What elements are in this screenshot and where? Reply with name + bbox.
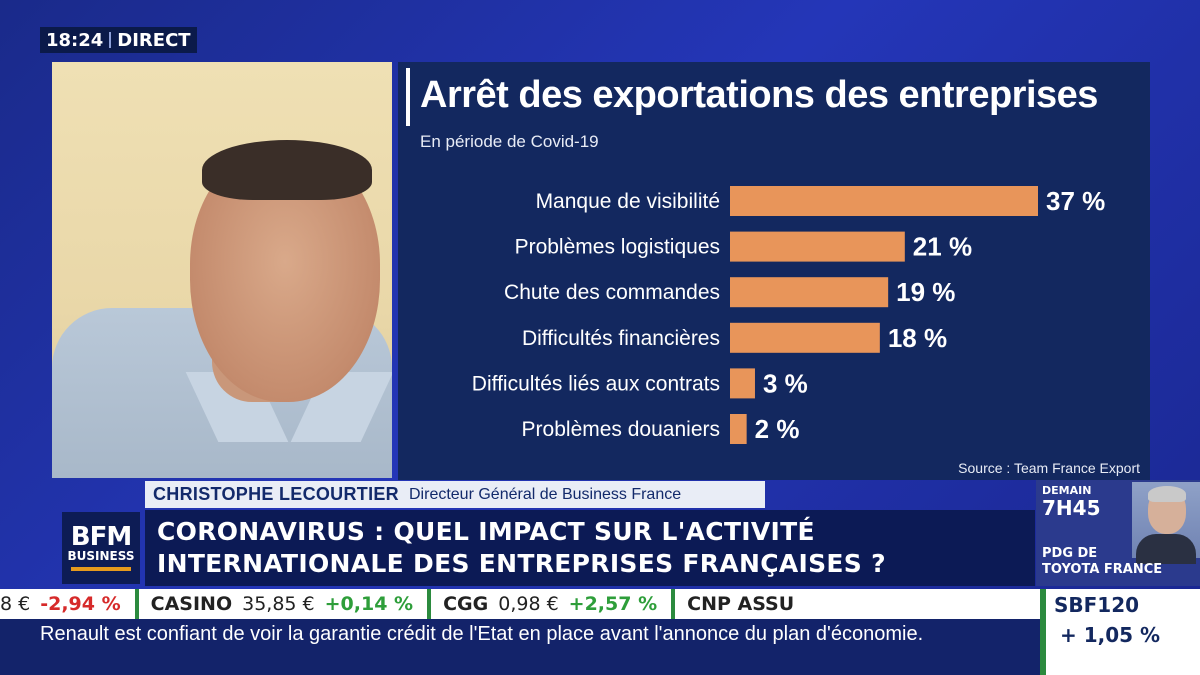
title-accent-bar <box>406 68 410 126</box>
bar <box>730 368 755 399</box>
up-next-line-1: PDG DE <box>1042 546 1098 561</box>
headline-banner: CORONAVIRUS : QUEL IMPACT SUR L'ACTIVITÉ… <box>145 510 1035 586</box>
news-crawl-text: Renault est confiant de voir la garantie… <box>40 623 924 645</box>
guest-video-feed <box>52 62 392 478</box>
live-label: DIRECT <box>117 29 191 51</box>
index-box: SBF120 + 1,05 % <box>1040 589 1200 675</box>
clock-time: 18:24 <box>46 29 104 51</box>
ticker-change: -2,94 % <box>40 593 121 615</box>
chart-panel: Arrêt des exportations des entreprises E… <box>398 62 1150 480</box>
guest-role: Directeur Général de Business France <box>409 485 682 503</box>
ticker-item: CGG 0,98 € +2,57 % <box>427 589 671 619</box>
logo-accent-line <box>71 567 131 571</box>
category-label: Problèmes logistiques <box>515 236 720 259</box>
value-label: 37 % <box>1046 186 1105 216</box>
index-value: + 1,05 % <box>1060 623 1161 647</box>
guest-name-strip: CHRISTOPHE LECOURTIER Directeur Général … <box>145 481 765 508</box>
ticker-change: +0,14 % <box>324 593 414 615</box>
channel-logo: BFM BUSINESS <box>62 512 140 584</box>
ticker-price: 35,85 € <box>242 593 315 615</box>
index-name: SBF120 <box>1054 593 1140 617</box>
bar <box>730 186 1038 216</box>
ticker-symbol: CASINO <box>150 593 233 615</box>
ticker-price: 0,98 € <box>498 593 559 615</box>
ticker-item: CASINO 35,85 € +0,14 % <box>134 589 427 619</box>
up-next-day: DEMAIN <box>1042 484 1092 497</box>
bar-chart: Manque de visibilité 37 % Problèmes logist… <box>472 186 1105 444</box>
guest-photo-body <box>1136 534 1196 564</box>
news-crawl: Renault est confiant de voir la garantie… <box>0 619 1040 675</box>
ticker-item: CNP ASSU <box>671 589 808 619</box>
chart-subtitle: En période de Covid-19 <box>420 132 599 151</box>
ticker-symbol: CGG <box>443 593 489 615</box>
bar <box>730 231 905 262</box>
up-next-guest-photo <box>1132 482 1200 564</box>
logo-bfm-text: BFM <box>70 522 132 552</box>
category-label: Difficultés liés aux contrats <box>472 372 720 395</box>
clock-divider <box>109 32 112 48</box>
guest-photo-hair <box>1148 486 1186 502</box>
headline-line-1: CORONAVIRUS : QUEL IMPACT SUR L'ACTIVITÉ <box>157 517 815 546</box>
category-label: Manque de visibilité <box>536 190 720 213</box>
guest-name: CHRISTOPHE LECOURTIER <box>153 484 399 504</box>
up-next-time: 7H45 <box>1042 496 1101 520</box>
value-label: 3 % <box>763 368 808 398</box>
guest-hair <box>202 140 372 200</box>
live-clock: 18:24 DIRECT <box>40 27 197 53</box>
stock-ticker: 8 € -2,94 % CASINO 35,85 € +0,14 % CGG 0… <box>0 589 1040 619</box>
up-next-box: DEMAIN 7H45 PDG DE TOYOTA FRANCE <box>1036 480 1200 586</box>
chart-title: Arrêt des exportations des entreprises <box>420 74 1098 116</box>
ticker-price: 8 € <box>0 593 31 615</box>
ticker-change: +2,57 % <box>568 593 658 615</box>
category-label: Problèmes douaniers <box>522 418 720 441</box>
bar <box>730 277 889 308</box>
category-label: Chute des commandes <box>504 281 720 304</box>
chart-source: Source : Team France Export <box>958 460 1140 476</box>
bar <box>730 322 880 353</box>
ticker-item: 8 € -2,94 % <box>0 589 135 619</box>
up-next-line-2: TOYOTA FRANCE <box>1042 562 1163 577</box>
value-label: 2 % <box>755 414 800 444</box>
bar <box>730 414 747 444</box>
value-label: 21 % <box>913 232 972 262</box>
category-label: Difficultés financières <box>522 327 720 350</box>
value-label: 18 % <box>888 323 947 353</box>
value-label: 19 % <box>896 277 955 307</box>
logo-business-text: BUSINESS <box>67 549 135 563</box>
headline-line-2: INTERNATIONALE DES ENTREPRISES FRANÇAISE… <box>157 549 886 578</box>
ticker-symbol: CNP ASSU <box>687 593 795 615</box>
